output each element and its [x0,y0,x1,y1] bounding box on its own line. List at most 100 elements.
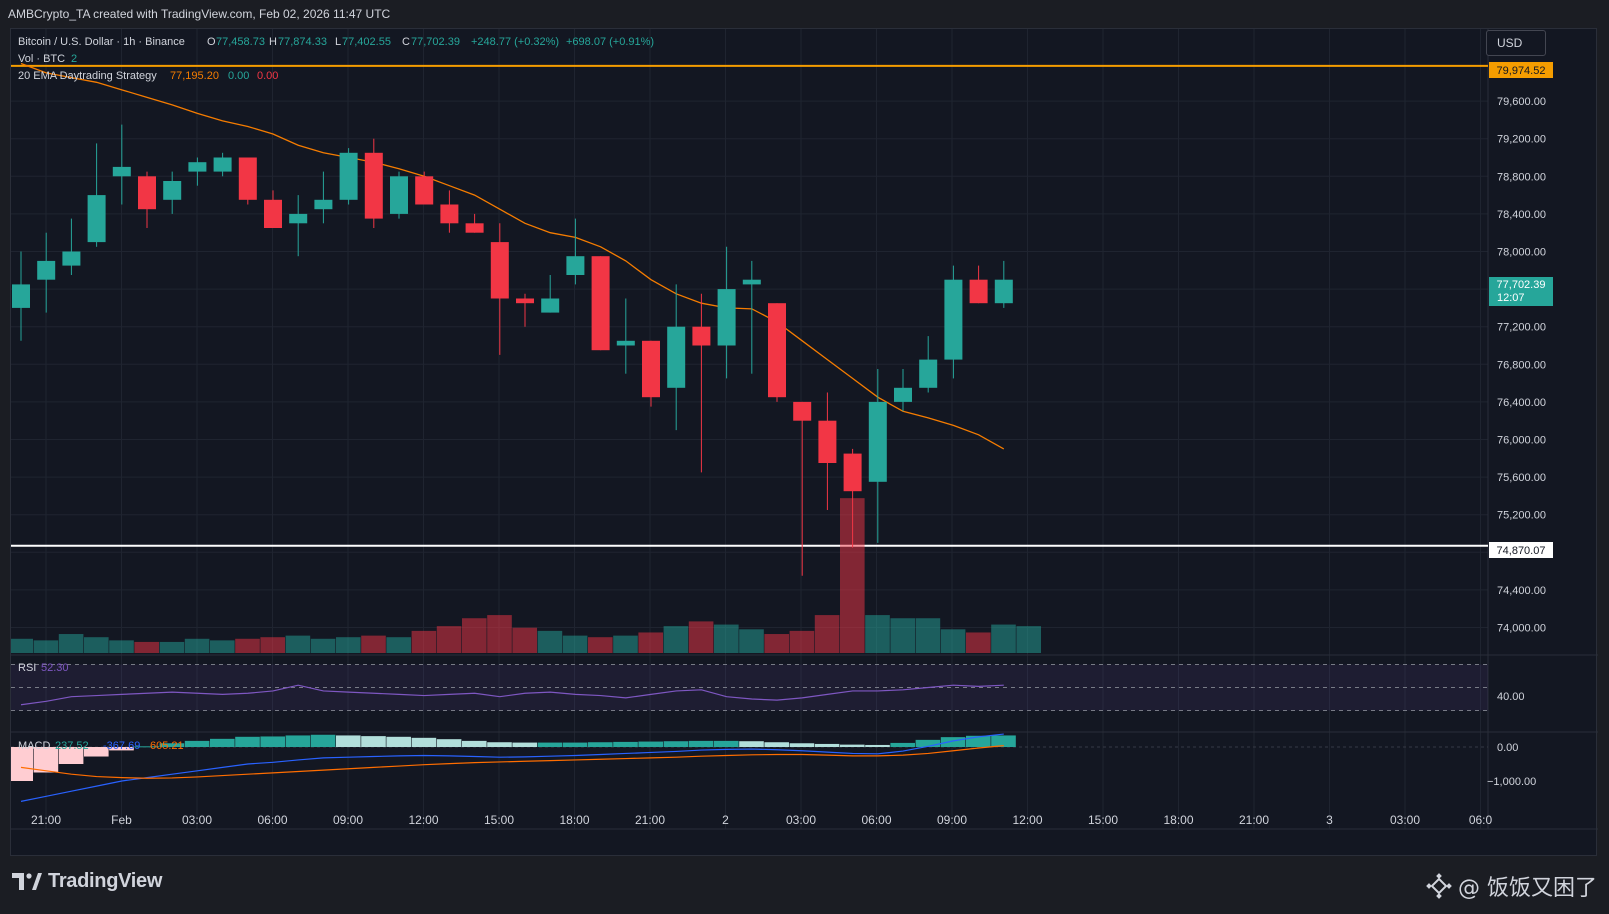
macd-histogram-bar [789,743,815,747]
macd-histogram-bar [386,736,411,747]
volume-bar [890,618,915,653]
last-price-label: 77,702.39 [1497,279,1546,291]
candle-body [868,401,887,482]
macd-histogram-bar [134,746,159,748]
time-tick-label: 15:00 [484,813,514,827]
volume-bar [512,627,537,653]
price-tick-label: 79,600.00 [1497,96,1546,108]
candle-body [591,256,610,351]
macd-line [20,733,1004,802]
macd-v3: 605.21 [150,740,184,752]
volume-bar [688,621,714,653]
legend-close-label: C [402,36,410,48]
time-tick-label: 2 [722,813,729,827]
candle-body [364,152,383,219]
ema-series-line [20,62,1005,450]
candle-body [994,279,1013,304]
time-tick-label: 12:00 [1012,813,1042,827]
price-tick-label: 76,400.00 [1497,397,1546,409]
chart-svg[interactable]: 79,600.00 79,200.00 78,800.00 78,400.00 78,0… [8,29,1598,857]
macd-histogram-bar [58,747,84,764]
candle-body [717,289,736,346]
candle-body [793,401,812,421]
macd-histogram-bar [562,742,588,747]
volume-bar [336,637,361,653]
price-tick-label: 75,600.00 [1497,472,1546,484]
level-lines [11,64,1488,547]
volume-bar [814,615,840,653]
volume-bar [789,630,815,653]
candle-body [944,279,963,360]
volume-bar [487,615,512,653]
volume-bars [8,498,1041,653]
candle-body [742,279,761,285]
time-tick-label: 12:00 [408,813,438,827]
price-tick-label: 78,800.00 [1497,171,1546,183]
candle-body [919,359,938,388]
macd-histogram-bar [512,742,537,747]
support-price-label: 74,870.07 [1497,545,1546,557]
legend-strategy-v2: 0.00 [228,70,249,82]
price-tick-label: 78,000.00 [1497,247,1546,259]
rsi-line [20,684,1004,706]
tradingview-logo[interactable]: TradingView [12,870,162,893]
time-tick-label: 21:00 [635,813,665,827]
volume-bar [991,624,1016,653]
tradingview-brand: TradingView [48,870,163,892]
volume-bar [940,629,966,653]
candle-body [87,195,106,243]
grid-lines [11,29,1598,830]
candle-body [969,279,988,304]
time-tick-label: 03:00 [786,813,816,827]
macd-histogram-bar [915,739,941,747]
candle-body [415,176,434,205]
legend-close: 77,702.39 [411,36,460,48]
candle-body [894,387,912,402]
volume-bar [411,630,437,653]
candles [12,124,1013,576]
legend-high-label: H [269,36,277,48]
currency-button[interactable]: USD [1486,30,1546,56]
legend-vol: 2 [71,53,77,65]
macd-histogram-bar [361,736,386,747]
macd-histogram-bar [109,747,134,751]
candle-body [138,176,156,210]
macd-histogram-bar [310,734,336,747]
volume-bar [1016,626,1041,653]
volume-bar [764,634,789,653]
credit-bar: AMBCrypto_TA created with TradingView.co… [0,0,1609,28]
macd-histogram-bar [588,742,613,747]
candle-body [667,326,686,388]
legend-strategy-label: 20 EMA Daytrading Strategy [18,70,157,82]
volume-bar [109,640,134,653]
macd-histogram-bar [613,741,638,747]
volume-bar [562,635,588,653]
rsi-level-label: 40.00 [1497,691,1525,703]
macd-histogram-bar [764,742,789,747]
price-axis: 79,600.00 79,200.00 78,800.00 78,400.00 78,0… [1497,96,1546,634]
candle-body [314,199,333,210]
chart-area[interactable]: 79,600.00 79,200.00 78,800.00 78,400.00 78,0… [8,28,1598,857]
candle-body [566,256,585,275]
candle-body [12,284,30,308]
rsi-value: 52.30 [41,662,69,674]
price-tick-label: 76,000.00 [1497,435,1546,447]
macd-signal-line [20,745,1004,779]
macd-histogram-bar [940,737,966,747]
volume-bar [134,641,159,653]
macd-histogram-bar [462,740,487,747]
legend-open-label: O [207,36,216,48]
volume-bar [714,624,739,653]
macd-v1: 237.52 [55,740,89,752]
volume-bar [537,630,563,653]
volume-bar [310,638,336,653]
macd-histogram-bar [890,742,915,747]
macd-histogram-bar [260,736,285,747]
ema-line [20,62,1005,450]
macd-histogram-bar [8,747,33,781]
volume-bar [184,638,210,653]
macd-histogram-bar [436,739,462,747]
time-tick-label: 21:00 [1239,813,1269,827]
volume-bar [260,637,285,653]
legend-change: +248.77 (+0.32%) [471,36,559,48]
